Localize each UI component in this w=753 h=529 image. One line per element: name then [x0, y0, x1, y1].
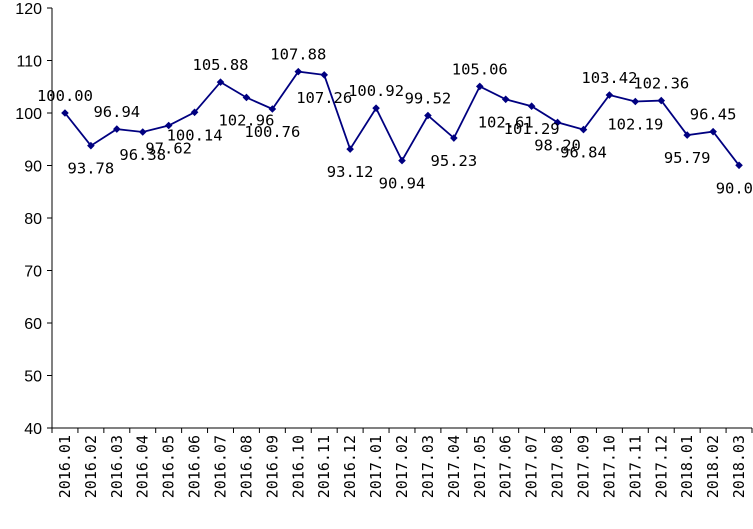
data-label: 105.88	[193, 56, 249, 74]
x-tick-label: 2016.09	[263, 435, 281, 498]
data-label: 107.26	[296, 89, 352, 107]
data-point	[553, 118, 562, 127]
data-label: 103.42	[581, 69, 637, 87]
data-point	[242, 93, 251, 102]
data-label: 96.94	[93, 103, 140, 121]
data-label: 96.45	[690, 106, 737, 124]
data-label: 93.12	[327, 163, 374, 181]
data-label: 93.78	[68, 160, 115, 178]
data-point	[657, 96, 666, 105]
data-point	[501, 95, 510, 104]
x-tick-label: 2016.02	[82, 435, 100, 498]
x-tick-label: 2016.12	[341, 435, 359, 498]
data-label: 98.20	[534, 136, 581, 154]
y-tick-label: 100	[15, 106, 42, 123]
data-label: 102.19	[607, 116, 663, 134]
data-point	[268, 105, 277, 113]
data-point	[87, 141, 95, 150]
y-tick-label: 110	[16, 54, 42, 71]
data-point	[320, 71, 329, 79]
data-point	[424, 111, 432, 120]
data-point	[475, 82, 484, 91]
data-point	[216, 78, 225, 86]
x-tick-label: 2016.10	[289, 435, 307, 498]
x-tick-label: 2016.04	[134, 435, 152, 498]
data-label: 102.96	[218, 111, 274, 129]
y-tick-label: 90	[24, 159, 42, 176]
x-tick-label: 2017.02	[393, 435, 411, 498]
data-point	[138, 128, 147, 136]
data-point	[683, 131, 691, 139]
data-point	[294, 67, 303, 76]
x-tick-label: 2018.01	[678, 435, 696, 498]
data-point	[450, 134, 458, 142]
data-label: 105.06	[452, 60, 508, 78]
x-tick-label: 2016.08	[237, 435, 255, 498]
x-tick-label: 2017.04	[445, 435, 463, 498]
data-label: 107.88	[270, 46, 326, 64]
data-point	[398, 156, 406, 165]
x-tick-label: 2016.07	[212, 435, 230, 498]
data-label: 96.84	[560, 144, 607, 162]
x-tick-label: 2016.03	[108, 435, 126, 498]
x-tick-label: 2016.01	[56, 435, 74, 498]
x-tick-label: 2017.07	[523, 435, 541, 498]
data-point	[61, 109, 69, 117]
data-point	[372, 104, 380, 112]
y-tick-label: 50	[24, 369, 42, 386]
data-point	[631, 97, 640, 106]
x-tick-label: 2018.03	[730, 435, 748, 498]
data-label: 90.04	[716, 179, 753, 197]
data-point	[605, 91, 614, 99]
y-tick-label: 60	[24, 316, 42, 333]
y-tick-label: 80	[24, 211, 42, 228]
data-label: 102.36	[633, 75, 689, 93]
x-tick-label: 2016.05	[160, 435, 178, 498]
y-tick-label: 70	[24, 264, 42, 281]
data-label: 101.29	[504, 120, 560, 138]
data-point	[579, 125, 588, 134]
x-tick-label: 2017.12	[652, 435, 670, 498]
y-tick-label: 40	[24, 421, 42, 438]
data-label: 95.23	[431, 152, 478, 170]
data-point	[164, 121, 173, 130]
data-label: 100.00	[37, 87, 93, 105]
data-point	[113, 125, 121, 133]
data-point	[735, 161, 743, 170]
x-tick-label: 2017.01	[367, 435, 385, 498]
data-label: 100.92	[348, 82, 404, 100]
x-tick-label: 2017.06	[497, 435, 515, 498]
data-label: 95.79	[664, 149, 711, 167]
x-tick-label: 2017.11	[626, 435, 644, 498]
data-label: 100.14	[167, 126, 223, 144]
data-label: 102.61	[478, 113, 534, 131]
data-point	[709, 127, 717, 136]
x-tick-label: 2017.09	[574, 435, 592, 498]
x-tick-label: 2016.06	[186, 435, 204, 498]
data-point	[527, 102, 536, 111]
data-label: 90.94	[379, 175, 426, 193]
x-tick-label: 2017.10	[600, 435, 618, 498]
data-label: 97.62	[145, 139, 192, 157]
data-point	[346, 145, 354, 153]
x-tick-label: 2018.02	[704, 435, 722, 498]
data-point	[190, 108, 199, 117]
data-label: 99.52	[405, 90, 452, 108]
data-label: 100.76	[244, 123, 300, 141]
y-tick-label: 120	[15, 1, 42, 18]
x-tick-label: 2017.08	[549, 435, 567, 498]
data-label: 96.38	[119, 146, 166, 164]
x-tick-label: 2017.03	[419, 435, 437, 498]
x-tick-label: 2017.05	[471, 435, 489, 498]
x-tick-label: 2016.11	[315, 435, 333, 498]
